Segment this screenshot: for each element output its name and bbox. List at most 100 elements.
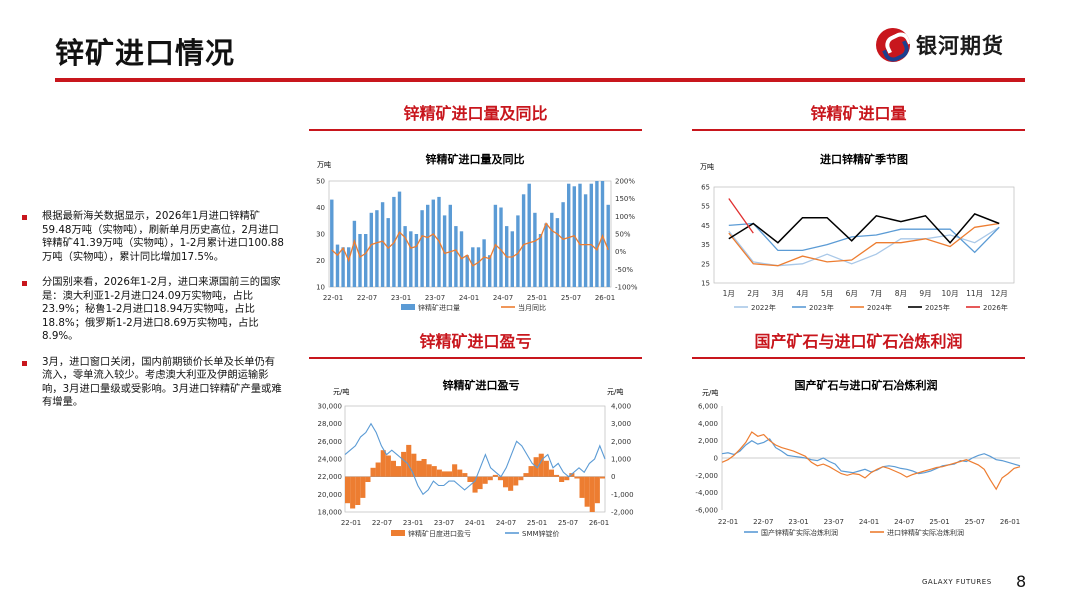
bar [510, 231, 514, 287]
x-tick-label: 22-07 [357, 294, 377, 302]
bar [364, 234, 368, 287]
x-tick-label: 5月 [821, 289, 833, 298]
y-tick-label: 20,000 [318, 491, 343, 499]
bullet-text: 根据最新海关数据显示，2026年1月进口锌精矿59.48万吨（实物吨），刷新单月… [42, 210, 284, 263]
chart-title: 锌精矿进口盈亏 [443, 378, 520, 392]
bar [448, 204, 452, 287]
x-tick-label: 6月 [846, 289, 858, 298]
x-tick-label: 23-01 [403, 519, 423, 527]
profit-bar [559, 476, 565, 482]
x-tick-label: 23-01 [391, 294, 411, 302]
bar [347, 247, 351, 288]
season-line-2023年 [728, 222, 1000, 254]
section-header-smelting-profit: 国产矿石与进口矿石冶炼利润 [692, 332, 1025, 359]
profit-bar [518, 476, 524, 481]
y-tick-label: 50% [615, 231, 631, 239]
y-tick-label: -50% [615, 266, 633, 274]
x-tick-label: 25-07 [558, 519, 578, 527]
profit-bar [436, 469, 442, 477]
bullet-square-icon [22, 360, 27, 366]
profit-bar [564, 476, 570, 481]
bar [482, 239, 486, 287]
section-title: 国产矿石与进口矿石冶炼利润 [754, 332, 963, 351]
profit-bar [355, 476, 361, 505]
footer-brand: GALAXY FUTURES [922, 578, 992, 586]
x-tick-label: 9月 [919, 289, 931, 298]
profit-bar [375, 462, 381, 477]
bar [352, 220, 357, 288]
profit-bar [492, 474, 498, 477]
profit-bar [345, 476, 351, 504]
x-tick-label: 7月 [870, 289, 882, 298]
x-tick-label: 24-07 [894, 518, 914, 526]
chart-seasonal-import: 进口锌精矿季节图 万吨 65 55 45 35 25 15 1月 2月 3月 4月 5月 6月 7月 8月 9月… [692, 147, 1025, 322]
bar [369, 212, 373, 287]
legend-label: 当月同比 [518, 303, 546, 312]
y-axis-unit: 元/吨 [702, 388, 718, 397]
y-tick-label: 0% [615, 248, 626, 256]
profit-bar [447, 471, 453, 477]
x-tick-label: 23-01 [788, 518, 808, 526]
logo-text: 银河期货 [916, 34, 1004, 58]
page-number: 8 [1016, 572, 1027, 591]
y-tick-label: 4,000 [698, 420, 718, 428]
bar [358, 234, 362, 287]
header-divider [55, 78, 1025, 82]
y-tick-label: 20 [316, 257, 325, 265]
season-line-2026年 [728, 198, 754, 234]
profit-bar [594, 476, 600, 504]
bar [330, 199, 334, 287]
bar [583, 194, 588, 288]
bar [538, 234, 543, 287]
bar [555, 218, 560, 287]
bar [595, 181, 599, 287]
legend-swatch [391, 530, 405, 536]
profit-bar [421, 459, 427, 477]
profit-bar [385, 455, 391, 477]
chart-import-volume-yoy: 锌精矿进口量及同比 万吨 50 40 30 20 10 200% 150% 100% 50% 0% -5… [309, 147, 642, 322]
profit-bar [365, 476, 371, 482]
y-axis-unit: 元/吨 [333, 387, 349, 396]
bar [431, 199, 435, 287]
season-line-2025年 [728, 213, 1000, 244]
x-tick-label: 3月 [772, 289, 784, 298]
profit-bar [370, 467, 376, 477]
profit-bar [508, 476, 514, 491]
x-tick-label: 22-01 [341, 519, 361, 527]
profit-bar [390, 460, 396, 477]
bar [442, 215, 447, 287]
y-tick-label: 150% [615, 195, 635, 203]
section-title: 锌精矿进口盈亏 [419, 332, 532, 351]
profit-bar [452, 464, 458, 477]
section-rule [692, 129, 1025, 131]
bar [375, 210, 379, 287]
x-tick-label: 24-07 [493, 294, 513, 302]
bar [465, 255, 469, 287]
bar [380, 202, 385, 287]
legend-label: 进口锌精矿实际冶炼利润 [887, 528, 964, 537]
profit-bar [569, 473, 575, 477]
profit-bar [431, 466, 437, 477]
x-tick-label: 22-01 [718, 518, 738, 526]
x-tick-label: 23-07 [824, 518, 844, 526]
x-tick-label: 26-01 [589, 519, 609, 527]
profit-bar [579, 476, 585, 498]
chart-smelting-profit: 国产矿石与进口矿石冶炼利润 元/吨 6,000 4,000 2,000 0 -2,000 -4… [692, 372, 1025, 544]
section-header-import-profit: 锌精矿进口盈亏 [309, 332, 642, 359]
legend-label: 2023年 [809, 303, 834, 312]
y-tick-label: -2,000 [611, 509, 634, 517]
legend-label: 2026年 [983, 303, 1008, 312]
bar [341, 247, 345, 288]
section-header-import-volume: 锌精矿进口量 [692, 104, 1025, 131]
bar [403, 226, 407, 287]
section-rule [309, 129, 642, 131]
legend-label: 2025年 [925, 303, 950, 312]
profit-bar [497, 476, 503, 481]
legend-label: 2022年 [751, 303, 776, 312]
x-tick-label: 25-01 [527, 294, 547, 302]
x-tick-label: 1月 [723, 289, 735, 298]
x-tick-label: 25-01 [527, 519, 547, 527]
bar [335, 244, 340, 287]
